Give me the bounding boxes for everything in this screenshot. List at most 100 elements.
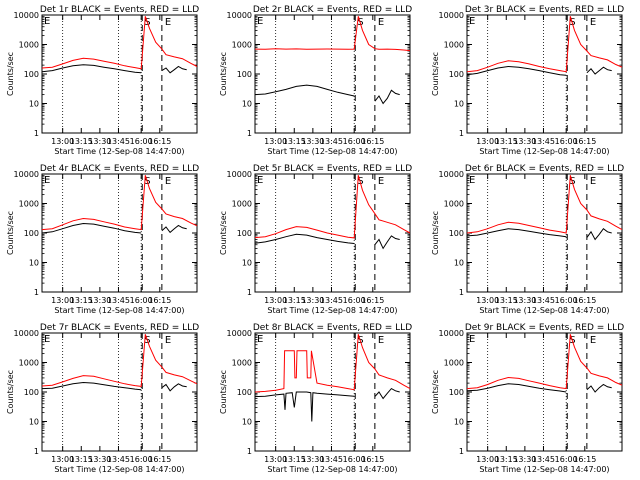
y-tick-label: 1 (247, 447, 252, 456)
y-tick-label: 10 (242, 259, 252, 268)
y-tick-label: 1000 (232, 359, 252, 368)
events-series-line (255, 387, 400, 422)
chart-title: Det 1r BLACK = Events, RED = LLD (40, 5, 199, 15)
y-tick-label: 10 (454, 418, 464, 427)
y-tick-label: 1000 (19, 200, 39, 209)
y-tick-label: 10 (242, 100, 252, 109)
y-tick-label: 10 (29, 418, 39, 427)
x-tick-label: 13:00 (51, 296, 74, 305)
chart-panel-8: Det 8r BLACK = Events, RED = LLD 1 10 100 10… (219, 323, 412, 474)
y-axis-label: Counts/sec (219, 52, 228, 96)
x-axis-label: Start Time (12-Sep-08 14:47:00) (267, 306, 397, 315)
y-tick-label: 1 (459, 447, 464, 456)
x-tick-label: 13:15 (70, 296, 93, 305)
x-tick-label: 13:45 (532, 137, 555, 146)
lld-series-line (255, 175, 410, 239)
end-marker-label: E (165, 176, 171, 187)
chart-title: Det 3r BLACK = Events, RED = LLD (465, 5, 624, 15)
chart-panel-3: Det 3r BLACK = Events, RED = LLD 1 10 100 10… (431, 5, 624, 156)
x-tick-label: 16:15 (573, 455, 596, 464)
corner-marker-label: E (44, 16, 50, 27)
lld-series-line (467, 16, 622, 73)
y-tick-label: 100 (24, 70, 39, 79)
events-series-line (42, 222, 187, 234)
y-tick-label: 1000 (444, 359, 464, 368)
chart-panel-4: Det 4r BLACK = Events, RED = LLD 1 10 100 10… (6, 164, 199, 315)
chart-title: Det 2r BLACK = Events, RED = LLD (253, 5, 412, 15)
y-tick-label: 1000 (444, 41, 464, 50)
x-axis-label: Start Time (12-Sep-08 14:47:00) (267, 465, 397, 474)
x-tick-label: 13:30 (301, 137, 324, 146)
y-tick-label: 10 (242, 418, 252, 427)
x-tick-label: 16:15 (361, 137, 384, 146)
x-tick-label: 13:30 (88, 455, 111, 464)
x-tick-label: 13:30 (513, 455, 536, 464)
x-tick-label: 13:45 (320, 455, 343, 464)
x-tick-label: 13:15 (495, 137, 518, 146)
end-marker-label: E (590, 17, 596, 28)
x-tick-label: 13:30 (513, 296, 536, 305)
chart-panel-9: Det 9r BLACK = Events, RED = LLD 1 10 100 10… (431, 323, 624, 474)
x-tick-label: 16:15 (361, 455, 384, 464)
y-tick-label: 100 (24, 388, 39, 397)
end-marker-label: E (165, 17, 171, 28)
y-tick-label: 10000 (14, 170, 39, 179)
y-tick-label: 1 (247, 129, 252, 138)
lld-series-line (255, 16, 410, 52)
y-tick-label: 100 (449, 388, 464, 397)
x-tick-label: 16:15 (148, 137, 171, 146)
x-tick-label: 13:15 (70, 455, 93, 464)
y-tick-label: 10 (454, 259, 464, 268)
events-series-line (42, 64, 187, 74)
x-tick-label: 13:00 (476, 455, 499, 464)
x-tick-label: 13:30 (301, 296, 324, 305)
x-tick-label: 13:00 (264, 455, 287, 464)
x-tick-label: 16:00 (343, 455, 366, 464)
y-axis-label: Counts/sec (219, 211, 228, 255)
x-tick-label: 13:15 (495, 455, 518, 464)
x-axis-label: Start Time (12-Sep-08 14:47:00) (479, 147, 609, 156)
corner-marker-label: E (257, 334, 263, 345)
y-tick-label: 1 (34, 288, 39, 297)
y-tick-label: 10000 (227, 329, 252, 338)
chart-panel-5: Det 5r BLACK = Events, RED = LLD 1 10 100 10… (219, 164, 412, 315)
chart-panel-2: Det 2r BLACK = Events, RED = LLD 1 10 100 10… (219, 5, 412, 156)
chart-title: Det 9r BLACK = Events, RED = LLD (465, 323, 624, 333)
x-tick-label: 13:45 (107, 296, 130, 305)
x-tick-label: 16:00 (130, 137, 153, 146)
end-marker-label: E (378, 335, 384, 346)
y-tick-label: 1000 (232, 200, 252, 209)
corner-marker-label: E (44, 175, 50, 186)
end-marker-label: E (378, 176, 384, 187)
y-tick-label: 1000 (444, 200, 464, 209)
x-tick-label: 16:00 (343, 137, 366, 146)
lld-series-line (255, 334, 410, 393)
x-tick-label: 13:45 (107, 455, 130, 464)
y-axis-label: Counts/sec (6, 370, 15, 414)
x-tick-label: 13:15 (70, 137, 93, 146)
x-tick-label: 13:00 (51, 137, 74, 146)
corner-marker-label: E (257, 175, 263, 186)
x-tick-label: 13:00 (51, 455, 74, 464)
x-tick-label: 16:00 (130, 455, 153, 464)
events-series-line (42, 381, 187, 392)
corner-marker-label: E (469, 175, 475, 186)
end-marker-label: E (378, 17, 384, 28)
y-tick-label: 100 (449, 229, 464, 238)
x-tick-label: 13:15 (495, 296, 518, 305)
corner-marker-label: E (469, 16, 475, 27)
x-tick-label: 13:30 (513, 137, 536, 146)
y-tick-label: 100 (449, 70, 464, 79)
y-tick-label: 10000 (439, 170, 464, 179)
x-tick-label: 16:00 (555, 137, 578, 146)
x-tick-label: 16:15 (573, 296, 596, 305)
x-tick-label: 13:45 (320, 137, 343, 146)
end-marker-label: E (590, 176, 596, 187)
y-tick-label: 100 (237, 229, 252, 238)
lld-series-line (467, 175, 622, 234)
lld-series-line (42, 16, 197, 70)
x-axis-label: Start Time (12-Sep-08 14:47:00) (479, 465, 609, 474)
chart-title: Det 7r BLACK = Events, RED = LLD (40, 323, 199, 333)
y-tick-label: 100 (24, 229, 39, 238)
